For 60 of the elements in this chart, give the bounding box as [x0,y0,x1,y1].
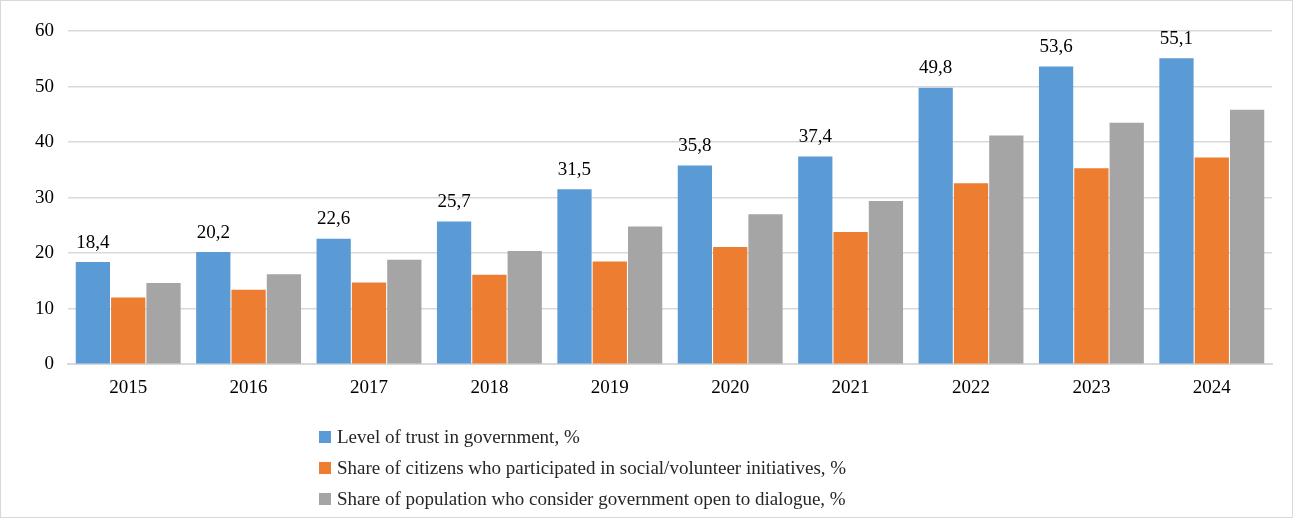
bar [1074,168,1109,364]
y-tick-label: 30 [35,185,54,207]
bar [1194,157,1229,364]
bar [316,238,351,364]
x-tick-label: 2016 [229,375,268,397]
bar [868,200,904,364]
bar [833,232,868,364]
x-tick-label: 2022 [952,375,990,397]
x-tick-label: 2018 [470,375,509,397]
bar [387,259,422,364]
bar [196,252,231,364]
bar [472,274,507,364]
bar [266,274,302,364]
legend-label: Share of citizens who participated in social/volunteer initiatives, % [337,456,847,479]
bar [75,262,111,364]
y-tick-label: 10 [35,296,54,318]
bar [111,297,146,364]
bar [627,226,663,364]
bar [677,165,713,364]
bar [1038,66,1074,364]
bar [1109,122,1144,364]
bar [1229,109,1265,364]
data-label: 37,4 [798,124,833,146]
data-label: 22,6 [317,207,351,229]
data-label: 31,5 [557,157,592,179]
y-tick-label: 50 [35,74,54,96]
x-tick-label: 2019 [590,375,629,397]
x-tick-label: 2024 [1192,375,1232,397]
y-tick-label: 20 [35,241,54,263]
x-tick-label: 2017 [350,375,388,397]
bar [351,282,387,364]
data-label: 20,2 [196,220,230,242]
x-tick-label: 2021 [831,375,870,397]
data-label: 35,8 [678,133,712,155]
data-label: 25,7 [437,189,471,211]
data-label: 18,4 [76,230,111,252]
bar [748,214,783,364]
x-tick-label: 2023 [1072,375,1111,397]
bar [436,221,472,364]
bar [507,250,542,364]
bar [918,87,953,364]
bar [1159,58,1194,364]
data-label: 55,1 [1159,26,1194,48]
bar [713,247,748,364]
y-tick-label: 40 [35,130,54,152]
y-tick-label: 60 [35,18,54,40]
data-label: 53,6 [1039,35,1073,57]
x-tick-label: 2020 [711,375,750,397]
bar [798,156,833,364]
bar [231,289,266,364]
bar [557,189,592,364]
bar [953,183,989,364]
x-tick-label: 2015 [109,375,148,397]
legend-label: Share of population who consider government open to dialogue, % [337,487,846,510]
y-tick-label: 0 [44,352,54,374]
data-label: 49,8 [919,56,953,78]
legend-label: Level of trust in government, % [337,425,580,448]
bar [146,283,181,364]
bar [592,261,627,364]
bar [989,135,1024,364]
